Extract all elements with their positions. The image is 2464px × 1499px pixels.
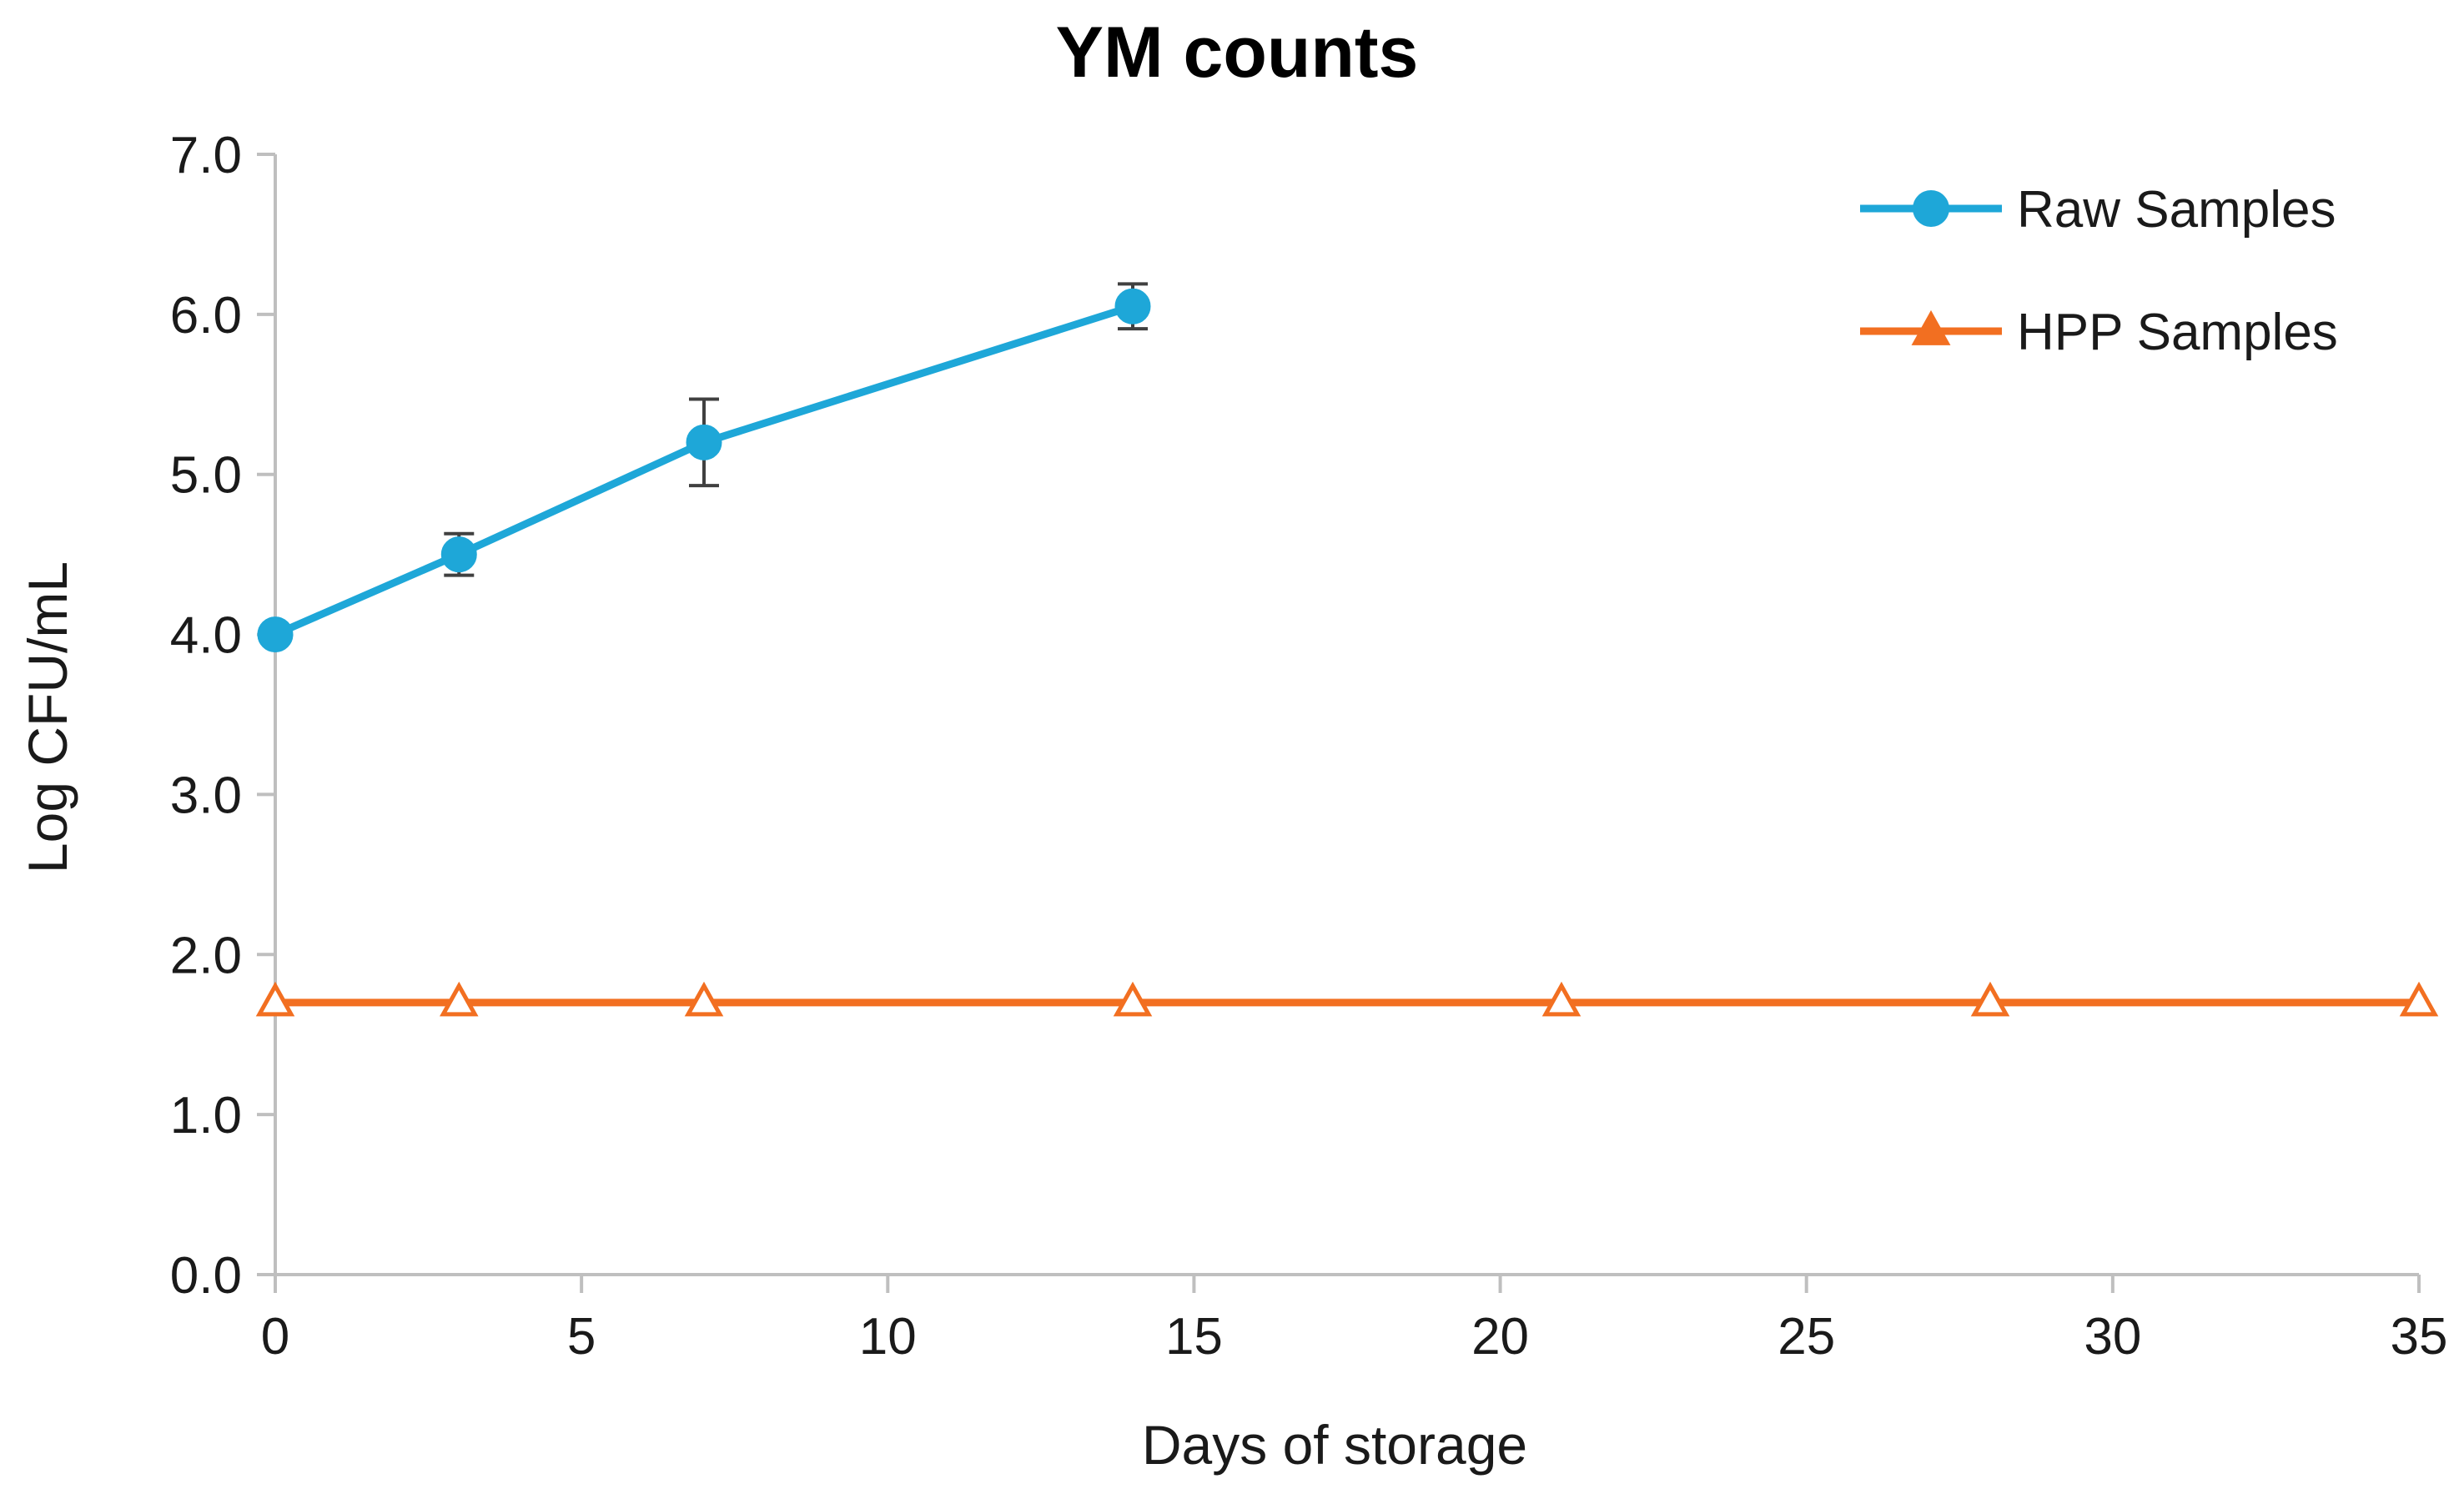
y-tick-label: 5.0 [170,447,242,505]
x-tick-label: 35 [2391,1308,2448,1366]
x-axis-ticks: 0 5 10 15 20 25 30 35 [261,1275,2448,1366]
series-layer [255,282,2439,1017]
legend-label: Raw Samples [2017,181,2336,239]
axes [274,154,2419,1276]
y-tick-label: 3.0 [170,767,242,824]
series-1 [257,282,1151,653]
data-point [1114,288,1151,324]
data-point [440,981,479,1017]
y-tick-label: 1.0 [170,1087,242,1144]
x-tick-label: 25 [1778,1308,1835,1366]
series-line [274,302,1134,638]
x-axis-label: Days of storage [1142,1414,1527,1476]
data-point [1970,981,2010,1017]
legend-marker [1911,309,1951,345]
x-tick-label: 30 [2084,1308,2141,1366]
data-point [257,616,294,653]
legend-label: HPP Samples [2017,304,2338,361]
x-tick-label: 5 [567,1308,596,1366]
chart-title: YM counts [1056,13,1419,93]
y-axis-label: Log CFU/mL [17,561,78,873]
y-tick-label: 2.0 [170,927,242,984]
x-tick-label: 10 [859,1308,917,1366]
data-point [440,536,477,573]
x-tick-label: 0 [261,1308,289,1366]
legend: Raw Samples HPP Samples [1860,181,2338,361]
x-tick-label: 20 [1471,1308,1529,1366]
data-point [1113,981,1153,1017]
data-point [686,424,722,460]
data-point [2399,981,2439,1017]
legend-item-2: HPP Samples [1860,304,2338,361]
data-point [684,981,724,1017]
series-2 [255,981,2439,1017]
y-tick-label: 7.0 [170,127,242,184]
legend-item-1: Raw Samples [1860,181,2336,239]
data-point [255,981,295,1017]
y-tick-label: 0.0 [170,1247,242,1305]
data-point [1541,981,1581,1017]
x-tick-label: 15 [1165,1308,1223,1366]
y-axis-ticks: 0.0 1.0 2.0 3.0 4.0 5.0 6.0 7.0 [170,127,275,1305]
y-tick-label: 4.0 [170,607,242,665]
y-tick-label: 6.0 [170,287,242,345]
legend-marker [1913,190,1949,227]
